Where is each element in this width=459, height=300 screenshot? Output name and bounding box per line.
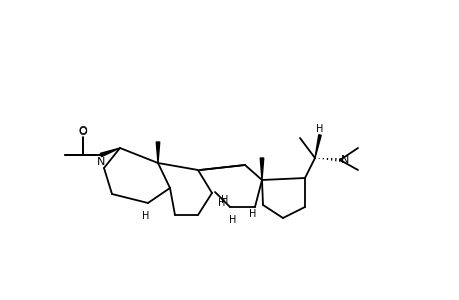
Polygon shape bbox=[156, 142, 159, 163]
Text: N: N bbox=[340, 155, 348, 165]
Text: H: H bbox=[142, 211, 149, 221]
Text: H: H bbox=[316, 124, 323, 134]
Text: H: H bbox=[221, 195, 228, 205]
Polygon shape bbox=[100, 148, 120, 157]
Text: H: H bbox=[218, 198, 225, 208]
Text: N: N bbox=[96, 157, 105, 167]
Polygon shape bbox=[314, 135, 320, 158]
Text: H: H bbox=[249, 209, 256, 219]
Polygon shape bbox=[260, 158, 263, 180]
Text: H: H bbox=[229, 215, 236, 225]
Text: O: O bbox=[78, 126, 87, 136]
Text: O: O bbox=[78, 127, 87, 137]
